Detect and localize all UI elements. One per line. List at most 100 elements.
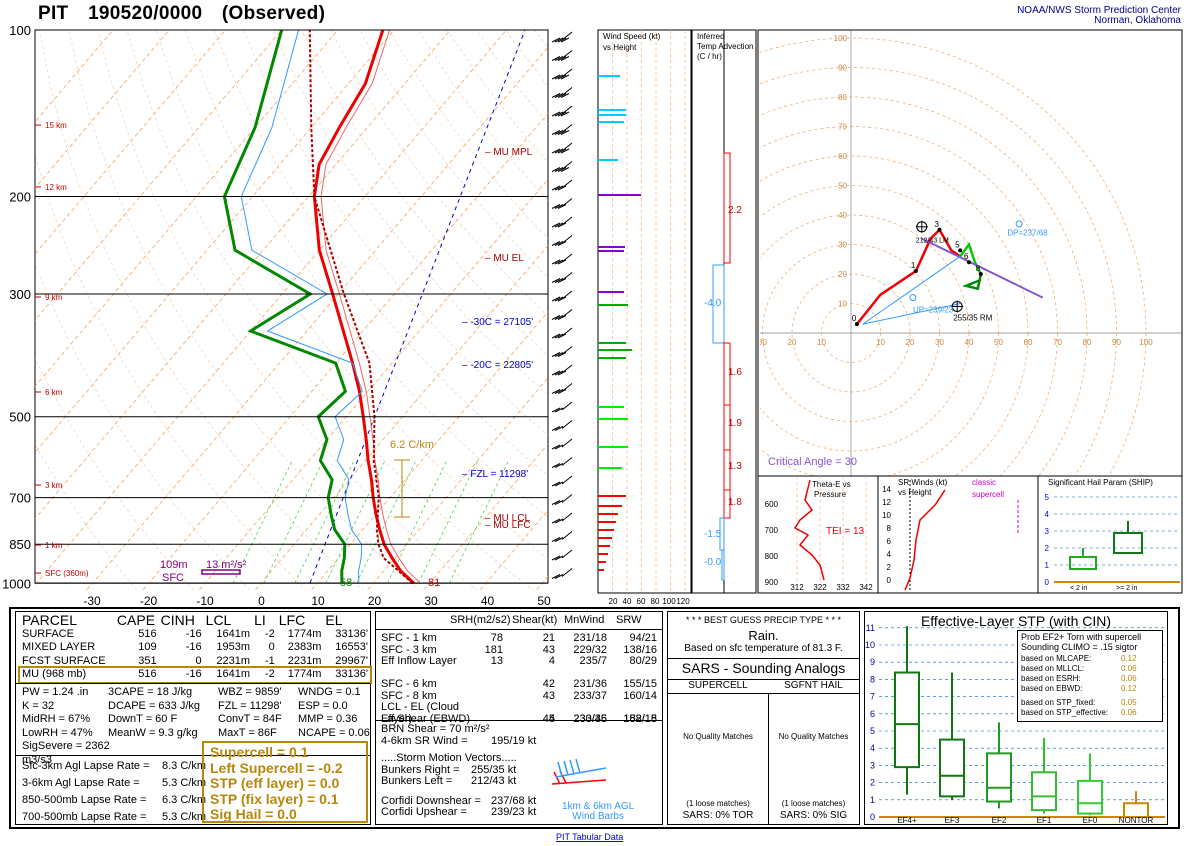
barb-flag bbox=[551, 222, 561, 228]
sounding-status: (Observed) bbox=[221, 3, 326, 24]
cell: 1641m bbox=[216, 668, 251, 680]
wind-barb bbox=[551, 50, 573, 61]
isotherm bbox=[35, 30, 226, 255]
inflow-sfc-label: SFC bbox=[162, 572, 184, 584]
stp-panel: Effective-Layer STP (with CIN) 11 10 9 8 7 6 5… bbox=[864, 611, 1168, 825]
stp-category: EF3 bbox=[945, 816, 960, 824]
sars-nomatch-supercell: No Quality Matches bbox=[683, 732, 753, 741]
theta-xtick: 312 bbox=[790, 583, 804, 592]
barb-flag bbox=[560, 56, 570, 61]
lapse-label: 850-500mb Lapse Rate = bbox=[22, 794, 147, 806]
mu-lfc-label: – MU LFC bbox=[485, 520, 531, 531]
barb-flag bbox=[551, 500, 561, 505]
up-label: UP=239/23 bbox=[913, 305, 954, 314]
hodo-ring-label: 30 bbox=[838, 241, 847, 250]
barb-flag bbox=[551, 407, 561, 413]
wind-barb bbox=[551, 494, 573, 505]
stp-box bbox=[986, 752, 1012, 803]
wind-barb bbox=[551, 457, 573, 468]
kin-cell: 4 bbox=[548, 655, 555, 667]
temp-tick: -10 bbox=[196, 594, 214, 608]
barb-flag bbox=[557, 204, 567, 209]
barb-flag bbox=[551, 463, 561, 468]
barb-staff bbox=[561, 549, 573, 559]
station-id: PIT bbox=[38, 3, 69, 24]
stp-ytick: 2 bbox=[870, 778, 875, 788]
hodo-height-label: 8 bbox=[976, 264, 981, 273]
cell: -1 bbox=[264, 654, 275, 667]
barb-flag bbox=[560, 148, 570, 154]
hodo-ring-label: 100 bbox=[834, 34, 848, 43]
cell: -2 bbox=[264, 627, 275, 640]
wind-tick: 80 bbox=[651, 597, 660, 606]
hodo-ring-label: 10 bbox=[817, 338, 826, 347]
hodo-trace-mid bbox=[959, 241, 982, 275]
kin-cell: 233/37 bbox=[573, 689, 607, 702]
height-label: 3 km bbox=[45, 481, 63, 490]
cell: SURFACE bbox=[22, 627, 74, 640]
dry-adiabat bbox=[97, 30, 477, 590]
dry-adiabat bbox=[35, 443, 137, 590]
sars-pct-tor: SARS: 0% TOR bbox=[682, 810, 754, 821]
barb-flag bbox=[554, 389, 564, 394]
ship-xlabel-left: < 2 in bbox=[1070, 585, 1087, 592]
wbz-value: WBZ = 9859' bbox=[218, 686, 282, 698]
lapse-label: Sfc-3km Agl Lapse Rate = bbox=[22, 760, 150, 772]
adv-bar bbox=[723, 152, 731, 264]
barb-flag bbox=[551, 241, 561, 246]
barb-flag bbox=[557, 148, 567, 154]
hodo-ring-label: 40 bbox=[965, 338, 974, 347]
stp-category: EF0 bbox=[1083, 816, 1098, 824]
storm-motion-title: .....Storm Motion Vectors..... bbox=[381, 752, 517, 764]
stp-box bbox=[1031, 771, 1057, 812]
mu-lcl-label: – MU LCL bbox=[485, 513, 530, 524]
stp-ytick: 1 bbox=[870, 795, 875, 805]
barb-flag bbox=[554, 204, 564, 209]
sounding-datetime: 190520/0000 bbox=[88, 3, 203, 24]
corfidi-down-label: Corfidi Downshear = bbox=[381, 794, 481, 807]
cell: 33136' bbox=[335, 627, 368, 640]
stp-ytick: 10 bbox=[865, 640, 875, 650]
tabular-data-link[interactable]: PIT Tabular Data bbox=[556, 832, 624, 842]
fzl-value: FZL = 11298' bbox=[218, 699, 282, 712]
barb-flag bbox=[554, 352, 564, 357]
corfidi-down-row: Corfidi Downshear = 237/68 kt bbox=[381, 794, 536, 808]
bunkers-right-row: Bunkers Right = 255/35 kt bbox=[381, 764, 536, 777]
barb-flag bbox=[551, 167, 561, 172]
barb-flag bbox=[551, 296, 561, 302]
barb-flag bbox=[551, 444, 561, 450]
col-cape: CAPE bbox=[116, 612, 156, 628]
theta-ytick: 600 bbox=[765, 500, 779, 509]
mu-el-label: – MU EL bbox=[485, 253, 524, 264]
barb-flag bbox=[554, 130, 564, 135]
prob-row: based on MLLCL: 0.06 bbox=[1021, 664, 1159, 674]
hodo-trace-low bbox=[855, 227, 961, 325]
barb-staff bbox=[561, 568, 573, 577]
stp-box bbox=[894, 671, 920, 769]
srw-supercell: supercell bbox=[972, 490, 1004, 499]
barb-flag bbox=[551, 518, 561, 524]
cell: 16553' bbox=[335, 641, 368, 653]
barb-flag bbox=[557, 167, 567, 172]
prob-value: 0.06 bbox=[1121, 674, 1137, 683]
dp-marker bbox=[1015, 220, 1023, 228]
hodo-height-dot bbox=[913, 269, 918, 274]
hodo-ring-label: 70 bbox=[1053, 338, 1062, 347]
cell: -16 bbox=[185, 668, 202, 680]
kin-cell: 231/36 bbox=[573, 678, 607, 690]
meanw-value: MeanW = 9.3 g/kg bbox=[108, 726, 198, 739]
dp-label: DP=237/68 bbox=[1007, 229, 1048, 238]
col-li: LI bbox=[254, 612, 266, 628]
barb-flag bbox=[557, 389, 567, 394]
pressure-tick-100: 100 bbox=[9, 23, 31, 38]
sr-winds-panel: SR Winds (kt)vs Height classic supercell 14… bbox=[877, 475, 1039, 594]
barb-flag bbox=[551, 333, 561, 339]
isotherm bbox=[35, 30, 282, 321]
3cape-value: 3CAPE = 18 J/kg bbox=[108, 686, 193, 698]
lapse-700500: 700-500mb Lapse Rate = 5.3 C/km bbox=[22, 809, 206, 826]
prob-row: based on EBWD: 0.12 bbox=[1021, 684, 1159, 694]
barb-flag bbox=[551, 111, 561, 117]
ship-ytick: 1 bbox=[1045, 561, 1050, 570]
wndg-value: WNDG = 0.1 bbox=[298, 686, 361, 698]
hodo-ring-label: 30 bbox=[935, 338, 944, 347]
